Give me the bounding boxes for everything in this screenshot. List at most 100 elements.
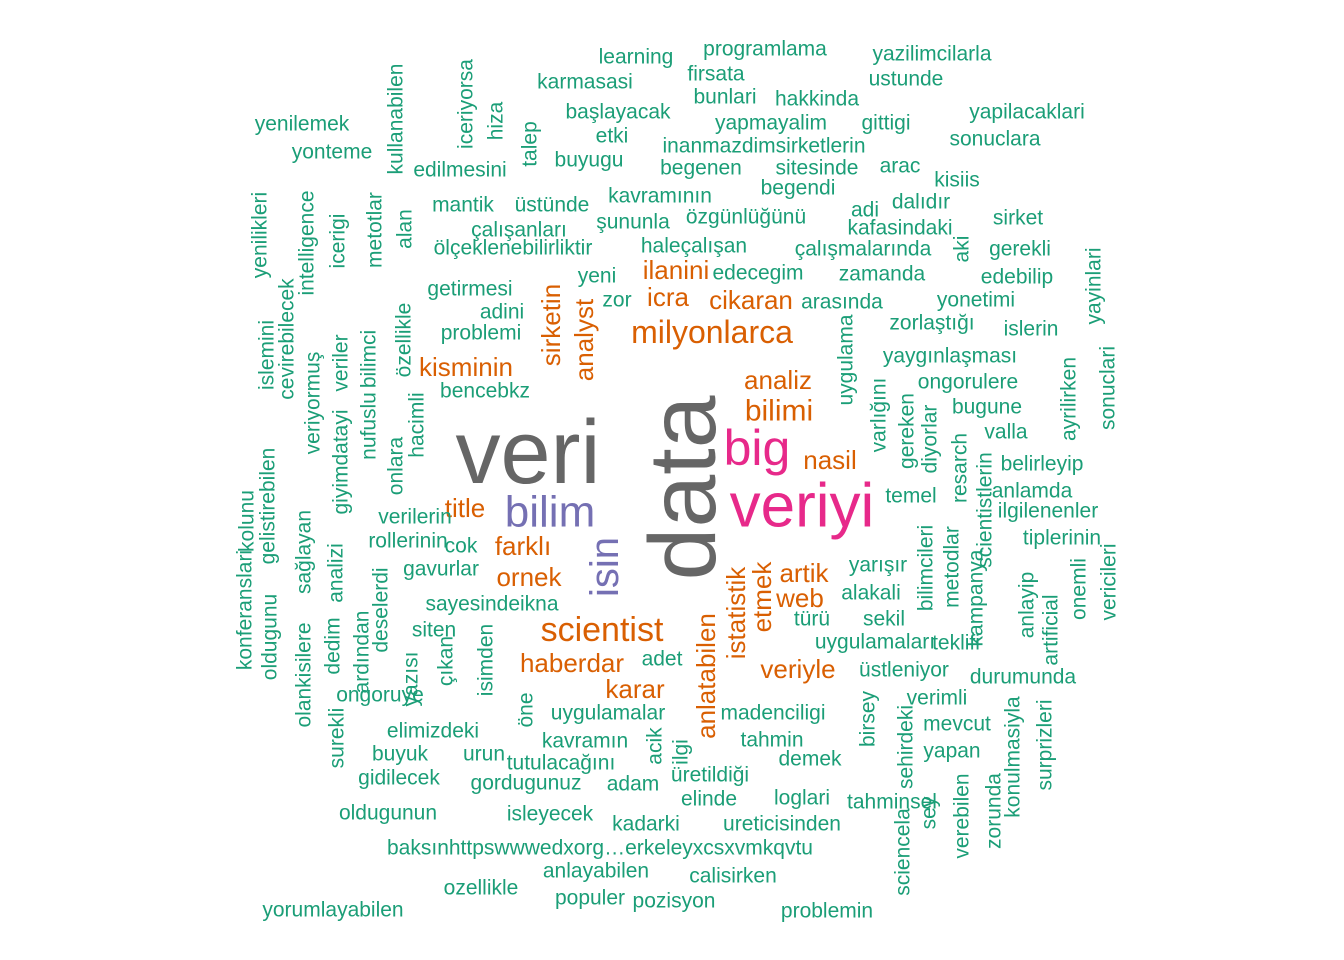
word-konferanslari: konferanslari <box>234 550 257 670</box>
word-yazilimcilarla: yazilimcilarla <box>872 43 991 66</box>
word-kavram-n-n: kavramının <box>608 185 712 208</box>
word-islemini: islemini <box>256 320 279 390</box>
word-yaz-s: yazısı <box>400 652 423 707</box>
word-adam: adam <box>607 773 660 796</box>
word-cikaran: cikaran <box>709 285 793 315</box>
word-veri: veri <box>455 403 600 503</box>
word-tahmin: tahmin <box>740 729 803 752</box>
word-intelligence: intelligence <box>296 190 319 295</box>
word-bilimci: bilimci <box>358 330 381 388</box>
word-analyst: analyst <box>569 298 599 381</box>
word-veriler: veriler <box>330 334 353 391</box>
word-yayg-nla-mas: yaygınlaşması <box>883 345 1017 368</box>
word-problemi: problemi <box>441 322 522 345</box>
word-tiplerinin: tiplerinin <box>1023 527 1101 550</box>
word-yapan: yapan <box>923 740 980 763</box>
word-metodlar: metodlar <box>941 526 964 608</box>
word-birsey: birsey <box>857 690 880 747</box>
word-getirmesi: getirmesi <box>427 278 512 301</box>
word-madenciligi: madenciligi <box>720 702 825 725</box>
word-populer: populer <box>555 887 625 910</box>
word-ba-layacak: başlayacak <box>565 101 671 124</box>
word-tahminsel: tahminsel <box>847 791 937 814</box>
word-ilanini: ilanini <box>643 255 710 285</box>
word-islerin: islerin <box>1004 318 1059 341</box>
word-l-eklenebilirliktir: ölçeklenebilirliktir <box>434 237 593 260</box>
word-bilimcileri: bilimcileri <box>915 525 938 611</box>
word-cok: cok <box>445 535 478 558</box>
word-oldugunu: oldugunu <box>259 594 282 680</box>
word-hakkinda: hakkinda <box>775 88 859 111</box>
word-olankisilere: olankisilere <box>293 622 316 727</box>
word-oldugunun: oldugunun <box>339 802 437 825</box>
word-veriyi: veriyi <box>730 472 875 541</box>
word-tutulaca-n: tutulacağını <box>507 752 616 775</box>
word-giyimdatayi: giyimdatayi <box>330 409 353 514</box>
word-kavram-n: kavramın <box>542 730 628 753</box>
word-calisirken: calisirken <box>689 865 777 888</box>
word-web: web <box>775 583 824 613</box>
word-zg-nl-n: özgünlüğünü <box>686 206 806 229</box>
word-sonuclara: sonuclara <box>949 128 1040 151</box>
word-loglari: loglari <box>774 787 830 810</box>
word-alakali: alakali <box>841 582 901 605</box>
word-hiza: hiza <box>485 101 508 140</box>
word-teklifi: teklifi <box>932 632 980 655</box>
word-zamanda: zamanda <box>839 263 926 286</box>
word-gittigi: gittigi <box>861 112 910 135</box>
word-title: title <box>445 493 485 523</box>
word-verebilen: verebilen <box>951 773 974 858</box>
word-buyuk: buyuk <box>372 743 429 766</box>
word-anlayip: anlayip <box>1016 572 1039 639</box>
word-etki: etki <box>596 125 629 148</box>
word-demek: demek <box>778 748 842 771</box>
word-sehirdeki: sehirdeki <box>895 705 918 789</box>
word-bilim: bilim <box>505 488 595 537</box>
word-gereken: gereken <box>896 393 919 469</box>
word-uygulamalar: uygulamaları <box>815 631 935 654</box>
word-hacimli: hacimli <box>406 392 429 457</box>
word-belirleyip: belirleyip <box>1001 453 1084 476</box>
word-zellikle: özellikle <box>393 303 416 378</box>
word-hale-al-an: haleçalışan <box>641 235 747 258</box>
word-retildi-i: üretildiği <box>671 764 749 787</box>
word-milyonlarca: milyonlarca <box>631 314 793 350</box>
word-ustunde: ustunde <box>869 68 944 91</box>
word-aki: aki <box>951 236 974 263</box>
word-talep: talep <box>519 121 542 167</box>
word-gerekli: gerekli <box>989 238 1051 261</box>
word-inanmazdimsirketlerin: inanmazdimsirketlerin <box>662 135 865 158</box>
word-verimli: verimli <box>907 687 968 710</box>
word-gordugunuz: gordugunuz <box>471 772 582 795</box>
word-yorumlayabilen: yorumlayabilen <box>262 899 403 922</box>
word-farkl: farklı <box>495 531 551 561</box>
word-ongoruye: ongoruye <box>336 684 424 707</box>
word-bencebkz: bencebkz <box>440 380 530 403</box>
word-ilgi: ilgi <box>670 739 693 765</box>
word-firsata: firsata <box>687 63 745 86</box>
word-onlara: onlara <box>385 436 408 495</box>
word-st-nde: üstünde <box>515 194 590 217</box>
word-al-anlar: çalışanları <box>471 219 567 242</box>
word-icerigi: icerigi <box>327 214 350 269</box>
word-ozellikle: ozellikle <box>444 877 519 900</box>
word-veriyle: veriyle <box>760 654 835 684</box>
word-deselerdi: deselerdi <box>370 567 393 652</box>
word-artificial: artificial <box>1040 594 1063 665</box>
word-elimizdeki: elimizdeki <box>387 720 479 743</box>
word-adet: adet <box>642 648 683 671</box>
word-ureticisinden: ureticisinden <box>723 813 841 836</box>
word-konulmasiyla: konulmasiyla <box>1002 696 1025 818</box>
word-scientistlerin: scientistlerin <box>974 452 997 568</box>
word-kullanabilen: kullanabilen <box>385 64 408 175</box>
word-yenilemek: yenilemek <box>255 113 350 136</box>
word-zorla-t: zorlaştığı <box>889 312 974 335</box>
word-edilmesini: edilmesini <box>413 159 506 182</box>
word-kan: çıkan <box>435 636 458 686</box>
word-kafasindaki: kafasindaki <box>847 217 952 240</box>
word-sitesinde: sitesinde <box>776 157 859 180</box>
word-yar-r: yarışır <box>849 554 907 577</box>
word-ongorulere: ongorulere <box>918 371 1018 394</box>
word-data: data <box>630 395 736 580</box>
word-karar: karar <box>605 674 665 704</box>
